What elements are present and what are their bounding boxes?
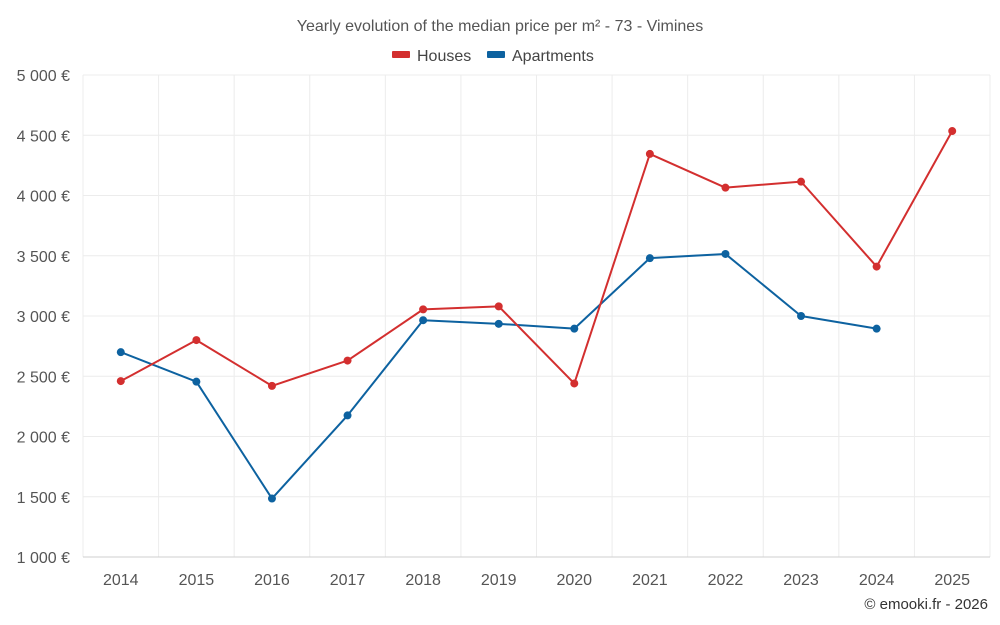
data-point-apartments[interactable] — [721, 249, 730, 258]
legend-item-houses[interactable]: Houses — [392, 48, 471, 65]
data-point-houses[interactable] — [494, 302, 503, 311]
data-point-apartments[interactable] — [645, 254, 654, 263]
data-point-houses[interactable] — [419, 305, 428, 314]
y-tick-label: 4 000 € — [17, 189, 70, 206]
x-tick-label: 2019 — [481, 572, 517, 589]
credit-text: © emooki.fr - 2026 — [864, 596, 988, 613]
legend-swatch-apartments — [487, 51, 505, 58]
data-point-houses[interactable] — [343, 356, 352, 365]
data-point-apartments[interactable] — [797, 312, 806, 320]
data-point-apartments[interactable] — [419, 316, 428, 325]
x-tick-label: 2015 — [179, 572, 215, 589]
y-tick-labels: 1 000 € 1 500 € 2 000 € 2 500 € 3 000 € 3 500… — [17, 68, 70, 567]
legend-item-apartments[interactable]: Apartments — [487, 48, 594, 65]
x-tick-label: 2020 — [556, 572, 592, 589]
data-point-apartments[interactable] — [570, 324, 579, 333]
x-gridlines — [82, 75, 991, 557]
data-point-houses[interactable] — [872, 262, 881, 271]
y-tick-label: 1 500 € — [17, 490, 70, 507]
series-apartments — [116, 249, 881, 503]
legend: Houses Apartments — [392, 48, 594, 65]
data-point-houses[interactable] — [721, 183, 730, 192]
data-point-apartments[interactable] — [494, 319, 503, 328]
data-point-houses[interactable] — [192, 336, 201, 345]
y-tick-label: 3 500 € — [17, 249, 70, 266]
x-tick-label: 2025 — [934, 572, 970, 589]
series-line-houses — [120, 130, 954, 387]
y-tick-label: 3 000 € — [17, 309, 70, 326]
data-point-houses[interactable] — [645, 149, 654, 158]
x-tick-label: 2018 — [405, 572, 441, 589]
y-tick-label: 4 500 € — [17, 128, 70, 145]
data-point-apartments[interactable] — [872, 324, 881, 333]
series-houses — [116, 127, 957, 390]
y-tick-label: 5 000 € — [17, 68, 70, 85]
x-tick-label: 2016 — [254, 572, 290, 589]
data-point-houses[interactable] — [116, 377, 125, 386]
x-tick-label: 2014 — [103, 572, 139, 589]
data-point-apartments[interactable] — [343, 411, 352, 420]
data-point-houses[interactable] — [797, 177, 806, 186]
data-point-apartments[interactable] — [116, 348, 125, 357]
x-tick-label: 2024 — [859, 572, 895, 589]
legend-swatch-houses — [392, 51, 410, 58]
data-point-houses[interactable] — [570, 379, 579, 388]
x-tick-label: 2023 — [783, 572, 819, 589]
x-tick-labels: 2014 2015 2016 2017 2018 2019 2020 2021 2022 2023… — [103, 572, 970, 589]
y-tick-label: 2 500 € — [17, 369, 70, 386]
y-tick-label: 2 000 € — [17, 430, 70, 447]
x-tick-label: 2021 — [632, 572, 668, 589]
x-tick-label: 2017 — [330, 572, 366, 589]
x-tick-label: 2022 — [708, 572, 744, 589]
y-tick-label: 1 000 € — [17, 550, 70, 567]
series-layer — [116, 127, 957, 503]
data-point-houses[interactable] — [948, 127, 957, 136]
legend-label-apartments: Apartments — [512, 48, 594, 65]
data-point-apartments[interactable] — [192, 377, 201, 386]
chart-title: Yearly evolution of the median price per… — [297, 18, 703, 35]
legend-label-houses: Houses — [417, 48, 471, 65]
data-point-apartments[interactable] — [267, 494, 276, 503]
data-point-houses[interactable] — [267, 381, 276, 390]
